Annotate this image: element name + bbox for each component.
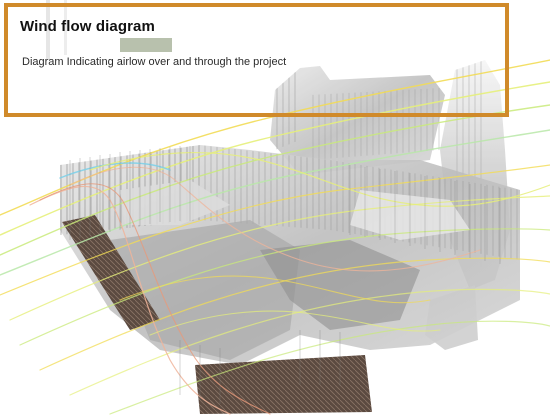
background-bar-left [46,0,50,60]
caption-title: Wind flow diagram [20,18,155,35]
bottom-wooden-deck [195,355,372,414]
background-green-slab [120,38,172,52]
caption-subtitle: Diagram Indicating airlow over and throu… [22,56,287,68]
upper-building-mass [270,66,445,175]
transparent-facade-fins [69,146,501,404]
background-bar-mid [64,0,67,55]
left-wooden-deck [62,215,160,330]
caption-frame: Wind flow diagram Diagram Indicating air… [4,3,509,117]
